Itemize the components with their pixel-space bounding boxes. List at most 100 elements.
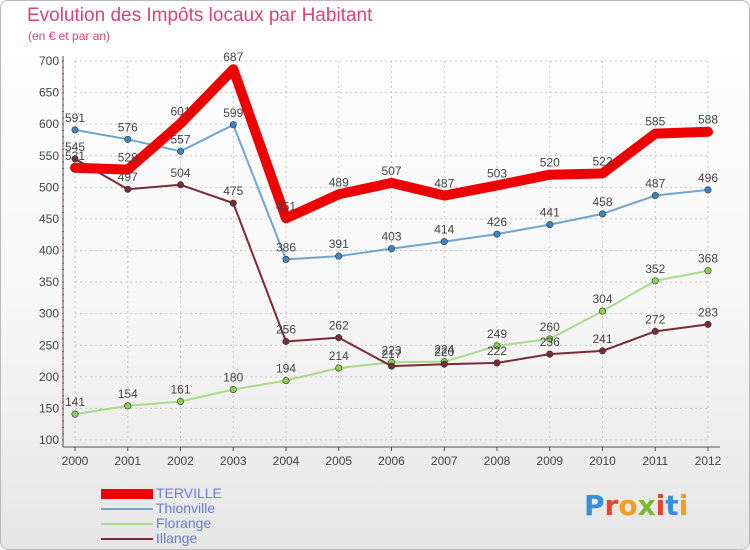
y-tick-label: 400 (39, 244, 59, 258)
data-label-illange: 475 (223, 184, 243, 198)
data-label-florange: 223 (381, 343, 401, 357)
logo-letter: x (637, 489, 656, 522)
legend-swatch (101, 508, 153, 510)
data-point-illange (651, 327, 659, 335)
y-tick-label: 200 (39, 370, 59, 384)
data-point-thionville (282, 255, 290, 263)
data-point-illange (387, 362, 395, 370)
legend-item-illange: Illange (101, 530, 341, 546)
y-tick-label: 300 (39, 307, 59, 321)
data-label-terville: 585 (645, 115, 665, 129)
legend: TERVILLE Thionville Florange Illange (101, 485, 341, 546)
chart-subtitle: (en € et par an) (28, 29, 111, 43)
data-label-terville: 503 (487, 166, 507, 180)
data-point-florange (335, 364, 343, 372)
data-point-illange (598, 347, 606, 355)
data-point-illange (229, 199, 237, 207)
data-point-florange (704, 267, 712, 275)
data-point-florange (651, 277, 659, 285)
data-label-illange: 497 (118, 170, 138, 184)
logo-letter: r (604, 489, 619, 522)
data-label-thionville: 557 (170, 132, 190, 146)
data-point-florange (177, 397, 185, 405)
data-point-thionville (387, 245, 395, 253)
data-point-florange (71, 410, 79, 418)
legend-item-thionville: Thionville (101, 500, 341, 516)
data-label-florange: 352 (645, 262, 665, 276)
legend-label: TERVILLE (156, 485, 222, 501)
data-label-florange: 304 (592, 292, 612, 306)
y-tick-label: 650 (39, 86, 59, 100)
y-tick-label: 500 (39, 180, 59, 194)
data-label-florange: 214 (329, 349, 349, 363)
data-label-illange: 262 (329, 319, 349, 333)
data-point-illange (335, 334, 343, 342)
data-label-florange: 224 (434, 343, 454, 357)
x-tick-label: 2001 (114, 454, 141, 468)
x-tick-label: 2000 (62, 454, 89, 468)
data-label-thionville: 386 (276, 240, 296, 254)
logo-letter: i (655, 489, 666, 522)
data-point-thionville (704, 186, 712, 194)
data-point-illange (71, 155, 79, 163)
data-point-illange (704, 320, 712, 328)
y-tick-label: 600 (39, 117, 59, 131)
logo-letter: P (584, 489, 605, 522)
data-label-terville: 489 (329, 175, 349, 189)
logo-letter: t (665, 489, 679, 522)
data-point-illange (440, 360, 448, 368)
data-point-thionville (71, 126, 79, 134)
data-label-florange: 154 (118, 387, 138, 401)
data-point-illange (546, 350, 554, 358)
data-label-terville: 601 (170, 105, 190, 119)
data-label-thionville: 391 (329, 237, 349, 251)
data-point-florange (598, 307, 606, 315)
data-point-thionville (177, 147, 185, 155)
data-label-illange: 222 (487, 344, 507, 358)
y-tick-label: 450 (39, 212, 59, 226)
data-label-florange: 194 (276, 362, 296, 376)
proxiti-logo: Proxiti (584, 489, 688, 522)
data-label-illange: 545 (65, 140, 85, 154)
legend-item-terville: TERVILLE (101, 485, 341, 501)
data-label-thionville: 441 (540, 206, 560, 220)
x-tick-label: 2007 (431, 454, 458, 468)
data-label-thionville: 414 (434, 223, 454, 237)
data-label-terville: 588 (698, 113, 718, 127)
x-tick-label: 2003 (220, 454, 247, 468)
y-tick-label: 350 (39, 275, 59, 289)
data-label-illange: 283 (698, 305, 718, 319)
data-point-thionville (335, 252, 343, 260)
logo-letter: i (678, 489, 689, 522)
data-point-illange (177, 181, 185, 189)
data-point-florange (124, 402, 132, 410)
data-label-thionville: 591 (65, 111, 85, 125)
y-tick-label: 150 (39, 401, 59, 415)
data-label-florange: 260 (540, 320, 560, 334)
data-label-illange: 272 (645, 312, 665, 326)
data-point-thionville (440, 238, 448, 246)
data-point-thionville (651, 192, 659, 200)
legend-swatch (101, 489, 153, 499)
data-label-terville: 507 (381, 164, 401, 178)
data-point-florange (546, 335, 554, 343)
x-tick-label: 2004 (273, 454, 300, 468)
data-label-florange: 249 (487, 327, 507, 341)
x-tick-label: 2005 (325, 454, 352, 468)
data-label-thionville: 426 (487, 215, 507, 229)
data-point-thionville (124, 135, 132, 143)
y-tick-label: 550 (39, 149, 59, 163)
data-point-thionville (229, 121, 237, 129)
data-point-florange (282, 377, 290, 385)
x-tick-label: 2002 (167, 454, 194, 468)
data-label-terville: 520 (540, 156, 560, 170)
data-label-illange: 241 (592, 332, 612, 346)
y-tick-label: 100 (39, 433, 59, 447)
data-label-terville: 687 (223, 50, 243, 64)
data-label-terville: 487 (434, 177, 454, 191)
data-label-thionville: 403 (381, 230, 401, 244)
data-label-thionville: 576 (118, 120, 138, 134)
data-label-florange: 180 (223, 370, 243, 384)
data-label-thionville: 599 (223, 106, 243, 120)
